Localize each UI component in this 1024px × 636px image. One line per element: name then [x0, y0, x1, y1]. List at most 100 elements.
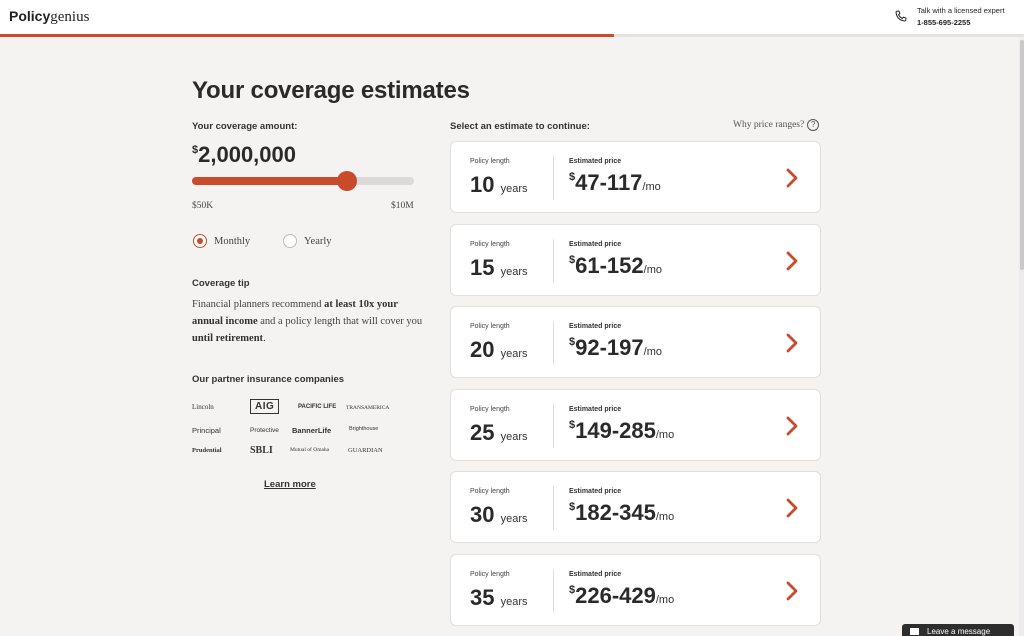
partner-logo-guardian: GUARDIAN — [348, 447, 383, 454]
slider-fill — [192, 177, 347, 185]
currency-symbol: $ — [569, 501, 576, 513]
expert-contact[interactable]: Talk with a licensed expert 1-855-695-22… — [917, 5, 1005, 29]
card-divider — [553, 569, 554, 613]
logo-light-text: genius — [50, 9, 90, 25]
estimated-price-value: $149-285/mo — [569, 418, 674, 444]
currency-symbol: $ — [192, 144, 199, 156]
phone-icon — [895, 10, 907, 22]
chevron-right-icon[interactable] — [785, 251, 799, 271]
policy-length-value: 35 years — [470, 585, 528, 611]
card-divider — [553, 239, 554, 283]
price-range: 47-117 — [575, 170, 643, 195]
estimate-card[interactable]: Policy length 15 years Estimated price $61-… — [450, 224, 821, 296]
scrollbar-thumb[interactable] — [1020, 40, 1024, 270]
policy-length-label: Policy length — [470, 323, 510, 330]
slider-handle[interactable] — [336, 171, 357, 191]
policy-length-value: 15 years — [470, 255, 528, 281]
progress-bar-fill — [0, 34, 615, 37]
radio-monthly-circle[interactable] — [193, 234, 207, 248]
estimated-price-value: $61-152/mo — [569, 253, 662, 279]
learn-more-link[interactable]: Learn more — [264, 479, 316, 490]
estimated-price-label: Estimated price — [569, 323, 622, 330]
partner-logo-banner-life: BannerLife — [292, 426, 332, 435]
per-month-unit: /mo — [655, 594, 675, 606]
estimate-card[interactable]: Policy length 25 years Estimated price $149… — [450, 389, 821, 461]
why-price-ranges-link[interactable]: Why price ranges? ? — [733, 119, 820, 131]
per-month-unit: /mo — [655, 511, 675, 523]
tip-text-part: and a policy length that will cover you — [257, 316, 423, 327]
card-divider — [553, 486, 554, 530]
years-unit: years — [500, 266, 528, 278]
partner-logo-transamerica: TRANSAMERICA — [346, 405, 390, 411]
per-month-unit: /mo — [643, 264, 662, 276]
chevron-right-icon[interactable] — [785, 333, 799, 353]
currency-symbol: $ — [569, 419, 576, 431]
estimated-price-value: $182-345/mo — [569, 500, 674, 526]
leave-message-button[interactable]: Leave a message — [902, 624, 1014, 636]
currency-symbol: $ — [569, 171, 576, 183]
per-month-unit: /mo — [642, 181, 661, 193]
coverage-slider[interactable] — [192, 171, 414, 191]
progress-bar — [0, 34, 1024, 37]
policy-length-label: Policy length — [470, 406, 510, 413]
per-month-unit: /mo — [643, 346, 662, 358]
radio-yearly-circle[interactable] — [283, 234, 297, 248]
radio-yearly[interactable]: Yearly — [283, 234, 332, 248]
help-question-icon[interactable]: ? — [807, 119, 820, 131]
policy-length-value: 30 years — [470, 502, 528, 528]
page-title: Your coverage estimates — [192, 77, 470, 104]
policy-years-number: 25 — [470, 420, 495, 445]
policygenius-logo[interactable]: Policygenius — [9, 8, 89, 26]
logo-bold-text: Policy — [9, 8, 51, 24]
coverage-amount-number: 2,000,000 — [198, 142, 296, 167]
currency-symbol: $ — [569, 584, 576, 596]
policy-length-value: 25 years — [470, 420, 528, 446]
currency-symbol: $ — [569, 336, 576, 348]
policy-years-number: 15 — [470, 255, 495, 280]
estimated-price-value: $226-429/mo — [569, 583, 674, 609]
estimated-price-label: Estimated price — [569, 158, 622, 165]
chevron-right-icon[interactable] — [785, 416, 799, 436]
estimate-card[interactable]: Policy length 35 years Estimated price $226… — [450, 554, 821, 626]
chevron-right-icon[interactable] — [785, 581, 799, 601]
card-divider — [553, 156, 554, 200]
estimate-card[interactable]: Policy length 30 years Estimated price $182… — [450, 471, 821, 543]
expert-label: Talk with a licensed expert — [917, 6, 1005, 15]
tip-text-part: . — [263, 333, 266, 344]
why-price-ranges-label: Why price ranges? — [733, 120, 805, 130]
years-unit: years — [500, 513, 528, 525]
partner-logo-prudential: Prudential — [192, 447, 222, 454]
policy-years-number: 10 — [470, 172, 495, 197]
price-range: 92-197 — [575, 335, 644, 360]
estimate-card[interactable]: Policy length 20 years Estimated price $92-… — [450, 306, 821, 378]
price-range: 226-429 — [575, 583, 656, 608]
partner-logo-protective: Protective — [250, 427, 279, 434]
price-range: 182-345 — [575, 500, 656, 525]
envelope-icon — [910, 627, 919, 635]
tip-bold-part: at least 10x your annual income — [192, 299, 398, 327]
card-divider — [553, 321, 554, 365]
policy-length-value: 10 years — [470, 172, 528, 198]
estimate-card[interactable]: Policy length 10 years Estimated price $47-… — [450, 141, 821, 213]
chevron-right-icon[interactable] — [785, 498, 799, 518]
chevron-right-icon[interactable] — [785, 168, 799, 188]
policy-length-label: Policy length — [470, 241, 510, 248]
partner-logo-lincoln: Lincoln — [192, 403, 214, 411]
years-unit: years — [500, 596, 528, 608]
tip-text-part: Financial planners recommend — [192, 299, 325, 310]
estimated-price-label: Estimated price — [569, 488, 622, 495]
coverage-tip-text: Financial planners recommend at least 10… — [192, 296, 424, 347]
radio-monthly[interactable]: Monthly — [193, 234, 250, 248]
scrollbar[interactable] — [1019, 37, 1024, 636]
price-range: 149-285 — [575, 418, 656, 443]
phone-number[interactable]: 1-855-695-2255 — [917, 18, 971, 27]
estimated-price-value: $47-117/mo — [569, 170, 661, 196]
estimated-price-label: Estimated price — [569, 571, 622, 578]
radio-monthly-label: Monthly — [214, 235, 251, 247]
policy-years-number: 20 — [470, 337, 495, 362]
select-estimate-label: Select an estimate to continue: — [450, 121, 590, 132]
estimated-price-label: Estimated price — [569, 241, 622, 248]
policy-length-value: 20 years — [470, 337, 528, 363]
partner-logo-principal: Principal — [192, 426, 221, 435]
coverage-tip-heading: Coverage tip — [192, 278, 250, 289]
